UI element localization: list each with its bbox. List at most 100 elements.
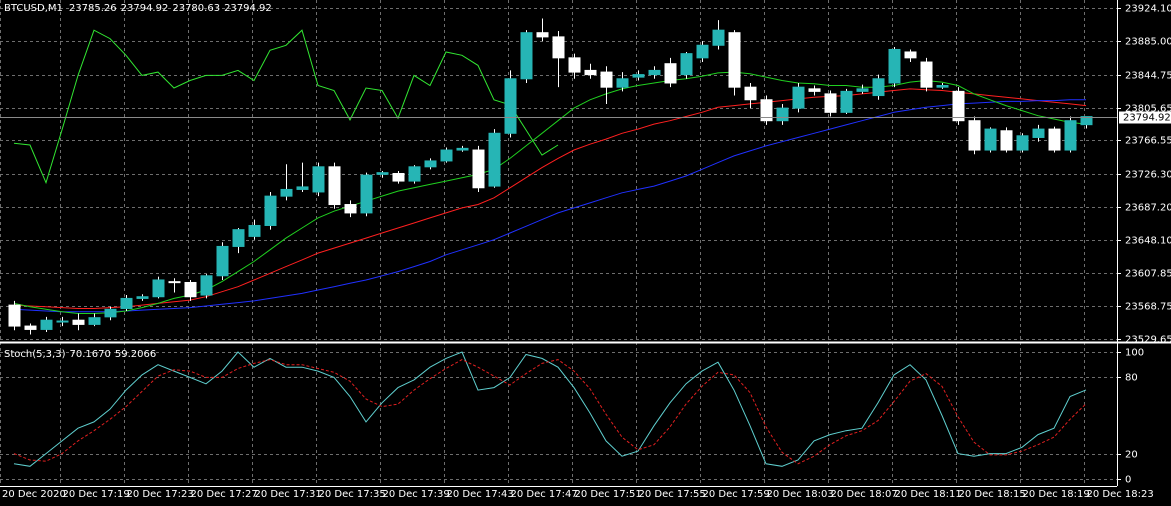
x-tick-label: 20 Dec 17:19 xyxy=(63,489,130,500)
current-price-box xyxy=(1119,111,1171,124)
candle-body xyxy=(744,86,757,101)
x-tick-label: 20 Dec 17:35 xyxy=(319,489,386,500)
indicator-name: Stoch(5,3,3) xyxy=(4,349,66,360)
candle-body xyxy=(504,78,517,134)
candle-body xyxy=(40,319,53,330)
candle-body xyxy=(408,166,421,182)
y-tick-label: 20 xyxy=(1125,450,1138,461)
y-tick-label: 23529.65 xyxy=(1125,335,1171,346)
candle-body xyxy=(808,88,821,92)
candle-body xyxy=(888,48,901,84)
candle-body xyxy=(488,132,501,187)
candle-body xyxy=(584,69,597,76)
candle-body xyxy=(520,32,533,80)
main-readout: 70.1670 xyxy=(69,349,110,360)
x-tick-label: 20 Dec 17:39 xyxy=(383,489,450,500)
signal-readout: 59.2066 xyxy=(115,349,156,360)
y-tick-label: 80 xyxy=(1125,373,1138,384)
current-price-label: 23794.92 xyxy=(1123,113,1171,124)
candle-body xyxy=(232,229,245,247)
candle-body xyxy=(472,149,485,189)
candle-body xyxy=(616,78,629,88)
candle-body xyxy=(440,149,453,162)
x-tick-label: 20 Dec 17:43 xyxy=(447,489,514,500)
x-tick-label: 20 Dec 18:19 xyxy=(1023,489,1090,500)
x-tick-label: 20 Dec 17:55 xyxy=(639,489,706,500)
candle-body xyxy=(1000,130,1013,151)
candle-body xyxy=(984,128,997,151)
low-readout: 23780.63 xyxy=(172,3,220,14)
x-tick-label: 20 Dec 18:15 xyxy=(959,489,1026,500)
candle-body xyxy=(296,186,309,190)
candle-body xyxy=(424,160,437,168)
candle-body xyxy=(120,297,133,309)
candle-body xyxy=(824,93,837,113)
indicator-line xyxy=(13,99,1086,313)
candle-body xyxy=(680,53,693,76)
candle-body xyxy=(1032,128,1045,138)
y-tick-label: 23924.10 xyxy=(1125,4,1171,15)
candle-body xyxy=(840,90,853,113)
candle-body xyxy=(456,147,469,151)
candle-body xyxy=(1016,135,1029,151)
indicator-line xyxy=(13,359,1087,465)
candle-body xyxy=(760,99,773,122)
candle-body xyxy=(200,275,213,296)
candle-body xyxy=(56,320,69,323)
candle-body xyxy=(344,204,357,214)
candle-body xyxy=(328,166,341,206)
indicator-line xyxy=(13,88,1087,309)
y-tick-label: 23648.10 xyxy=(1125,236,1171,247)
x-tick-label: 20 Dec 17:23 xyxy=(127,489,194,500)
high-readout: 23794.92 xyxy=(121,3,169,14)
symbol: BTCUSD,M1 xyxy=(4,3,63,14)
candle-body xyxy=(776,107,789,122)
candle-body xyxy=(1064,120,1077,151)
candle-body xyxy=(72,319,85,325)
y-tick-label: 23805.65 xyxy=(1125,104,1171,115)
candle-body xyxy=(184,281,197,298)
x-tick-label: 20 Dec 18:07 xyxy=(831,489,898,500)
indicator-line xyxy=(13,351,1087,467)
candle-body xyxy=(392,173,405,182)
x-tick-label: 20 Dec 18:11 xyxy=(895,489,962,500)
y-tick-label: 23726.30 xyxy=(1125,170,1171,181)
y-tick-label: 0 xyxy=(1125,475,1131,486)
candle-body xyxy=(856,88,869,92)
close-readout: 23794.92 xyxy=(224,3,272,14)
y-tick-label: 23607.85 xyxy=(1125,269,1171,280)
candle-body xyxy=(312,166,325,193)
candle-body xyxy=(1048,128,1061,151)
candle-body xyxy=(968,120,981,151)
candle-body xyxy=(552,36,565,59)
candle-body xyxy=(136,296,149,299)
candle-body xyxy=(872,78,885,97)
indicator-header: Stoch(5,3,3) 70.1670 59.2066 xyxy=(4,349,156,360)
candle-body xyxy=(152,279,165,298)
candle-body xyxy=(216,245,229,277)
candle-body xyxy=(664,63,677,84)
x-tick-label: 20 Dec 17:51 xyxy=(575,489,642,500)
x-tick-label: 20 Dec 17:31 xyxy=(255,489,322,500)
open-readout: 23785.26 xyxy=(69,3,117,14)
candle-body xyxy=(648,69,661,76)
y-tick-label: 100 xyxy=(1125,348,1144,359)
candle-body xyxy=(168,281,181,284)
y-tick-label: 23766.55 xyxy=(1125,136,1171,147)
candle-body xyxy=(1080,116,1093,126)
candle-body xyxy=(728,32,741,88)
candle-body xyxy=(104,308,117,318)
y-tick-label: 23885.00 xyxy=(1125,37,1171,48)
y-tick-label: 23844.75 xyxy=(1125,71,1171,82)
candle-body xyxy=(568,57,581,73)
candle-body xyxy=(952,90,965,122)
chart-header: BTCUSD,M1 23785.26 23794.92 23780.63 23794.9… xyxy=(4,3,272,14)
x-tick-label: 20 Dec 17:27 xyxy=(191,489,258,500)
candle-body xyxy=(248,224,261,237)
candle-body xyxy=(264,195,277,226)
candle-body xyxy=(904,51,917,59)
candle-body xyxy=(88,317,101,325)
candle-body xyxy=(696,44,709,59)
